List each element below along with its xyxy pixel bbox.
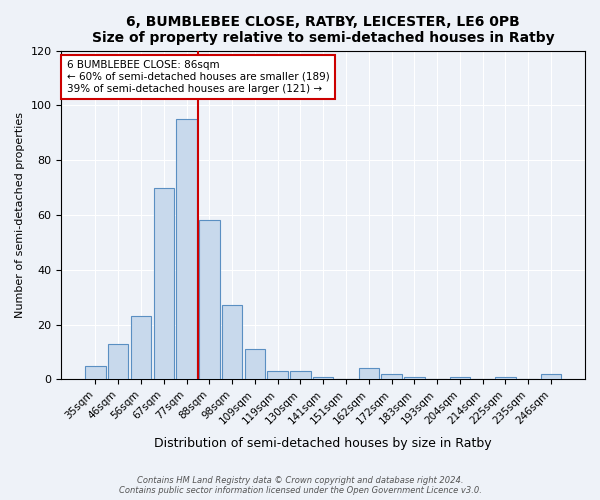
Bar <box>404 376 425 380</box>
Y-axis label: Number of semi-detached properties: Number of semi-detached properties <box>15 112 25 318</box>
Text: 6 BUMBLEBEE CLOSE: 86sqm
← 60% of semi-detached houses are smaller (189)
39% of : 6 BUMBLEBEE CLOSE: 86sqm ← 60% of semi-d… <box>67 60 329 94</box>
Bar <box>222 306 242 380</box>
Bar <box>176 119 197 380</box>
Bar <box>108 344 128 380</box>
Bar <box>199 220 220 380</box>
Title: 6, BUMBLEBEE CLOSE, RATBY, LEICESTER, LE6 0PB
Size of property relative to semi-: 6, BUMBLEBEE CLOSE, RATBY, LEICESTER, LE… <box>92 15 554 45</box>
Bar <box>154 188 174 380</box>
Bar <box>449 376 470 380</box>
Bar <box>495 376 515 380</box>
Bar <box>359 368 379 380</box>
Bar <box>131 316 151 380</box>
Bar <box>381 374 402 380</box>
Bar <box>541 374 561 380</box>
Bar <box>268 371 288 380</box>
Bar <box>85 366 106 380</box>
X-axis label: Distribution of semi-detached houses by size in Ratby: Distribution of semi-detached houses by … <box>154 437 492 450</box>
Bar <box>245 349 265 380</box>
Bar <box>290 371 311 380</box>
Text: Contains HM Land Registry data © Crown copyright and database right 2024.
Contai: Contains HM Land Registry data © Crown c… <box>119 476 481 495</box>
Bar <box>313 376 334 380</box>
